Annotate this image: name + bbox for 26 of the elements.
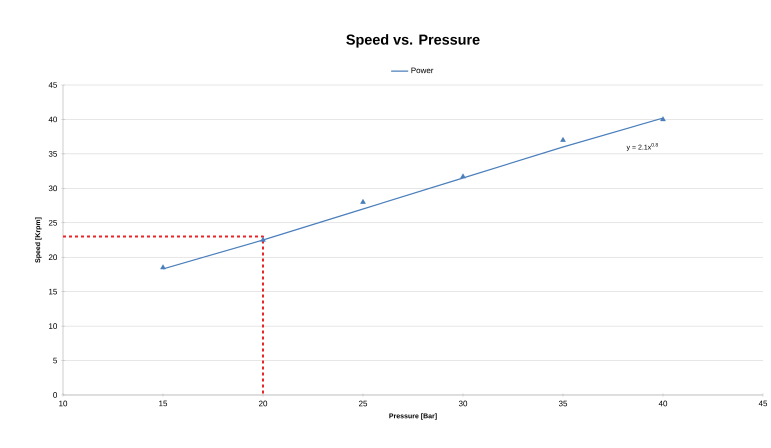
legend-label: Power [411, 68, 434, 74]
y-tick-label: 5 [53, 358, 57, 364]
y-tick-label: 15 [49, 288, 57, 294]
x-tick-label: 35 [558, 400, 568, 406]
y-tick-label: 20 [48, 254, 58, 260]
x-tick-label: 15 [159, 400, 168, 406]
x-tick-label: 25 [358, 400, 368, 406]
point [260, 236, 266, 242]
x-tick-label: 45 [758, 400, 768, 406]
point [160, 264, 166, 270]
point [560, 136, 566, 142]
x-tick-label: 40 [658, 400, 668, 406]
x-tick-label: 30 [458, 400, 468, 406]
x-tick-label: 20 [258, 400, 268, 406]
y-tick-label: 0 [53, 392, 58, 398]
point [660, 116, 666, 122]
point [360, 198, 366, 204]
y-tick-label: 45 [48, 82, 57, 88]
y-tick-label: 30 [48, 186, 58, 192]
x-tick-label: 10 [59, 400, 68, 406]
chart-title: Speed vs. Pressure [346, 34, 480, 48]
y-tick-label: 40 [48, 116, 58, 122]
y-tick-label: 10 [49, 323, 58, 329]
y-tick-label: 25 [48, 220, 57, 226]
point [460, 173, 466, 178]
y-tick-label: 35 [48, 151, 57, 157]
